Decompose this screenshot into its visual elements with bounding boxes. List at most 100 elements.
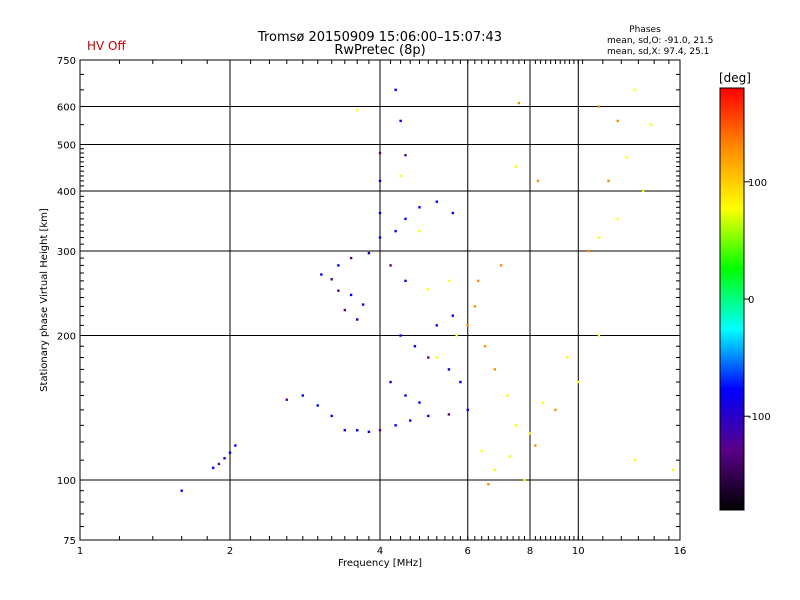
- echo-point-o: [418, 206, 421, 209]
- colorbar: [719, 87, 745, 511]
- echo-point-o: [389, 264, 392, 267]
- echo-point-x: [523, 478, 526, 482]
- echo-point-o: [361, 303, 365, 306]
- echo-point-o: [399, 334, 402, 337]
- echo-point-x: [455, 334, 458, 337]
- y-tick-label: 75: [63, 536, 76, 547]
- echo-point-x: [514, 424, 518, 427]
- x-tick-label: 10: [572, 546, 585, 557]
- echo-point-o: [466, 408, 469, 412]
- echo-point-x: [633, 88, 637, 92]
- echo-point-x: [483, 345, 487, 348]
- hv-status: HV Off: [87, 39, 126, 53]
- echo-point-x: [499, 264, 503, 267]
- echo-point-o: [394, 88, 397, 92]
- colorbar-label: [deg]: [719, 71, 751, 85]
- colorbar-tick-label: 100: [748, 178, 767, 189]
- echo-point-o: [459, 380, 462, 384]
- colorbar-tick-label: -100: [748, 412, 771, 423]
- chart-subtitle: RwPretec (8p): [334, 43, 425, 58]
- echo-point-x: [447, 279, 451, 283]
- echo-point-x: [505, 394, 509, 397]
- colorbar-ticks: -100 0 100: [744, 178, 771, 423]
- echo-point-x: [616, 119, 619, 123]
- echo-point-x: [493, 368, 497, 371]
- y-tick-label: 200: [57, 332, 76, 343]
- echo-point-x: [597, 105, 601, 108]
- x-tick-label: 4: [377, 546, 383, 557]
- echo-point-x: [587, 249, 591, 253]
- echo-point-o: [349, 293, 353, 297]
- echo-point-o: [180, 489, 183, 492]
- x-tick-label: 6: [465, 546, 471, 557]
- echo-point-x: [508, 455, 512, 458]
- phase-stats-title: Phases: [629, 25, 661, 35]
- echo-point-x: [399, 174, 402, 178]
- y-tick-label: 750: [57, 56, 76, 67]
- echo-point-x: [536, 179, 540, 183]
- echo-point-o: [355, 318, 359, 321]
- echo-point-o: [404, 394, 407, 397]
- echo-point-o: [378, 179, 382, 183]
- echo-point-x: [480, 449, 483, 453]
- echo-point-x: [597, 236, 601, 239]
- echo-point-o: [435, 200, 438, 203]
- echo-point-o: [389, 380, 392, 384]
- echo-point-o: [378, 151, 382, 155]
- echo-point-x: [649, 123, 653, 126]
- echo-point-o: [355, 429, 359, 432]
- echo-point-o: [399, 119, 402, 123]
- echo-point-x: [565, 356, 569, 359]
- phase-stats-x: mean, sd,X: 97.4, 25.1: [607, 47, 709, 57]
- echo-point-o: [316, 404, 319, 407]
- x-tick-labels: 1 2 4 6 8 10 16: [77, 546, 687, 557]
- echo-point-o: [330, 278, 333, 281]
- phase-stats-o: mean, sd,O: -91.0, 21.5: [607, 36, 713, 46]
- echo-point-x: [671, 468, 675, 472]
- echo-point-o: [320, 273, 323, 276]
- echo-point-x: [514, 165, 518, 168]
- echo-point-o: [343, 429, 347, 432]
- echo-point-o: [447, 368, 451, 371]
- echo-point-x: [418, 229, 421, 233]
- echo-point-x: [477, 279, 480, 283]
- echo-point-x: [355, 108, 359, 112]
- echo-point-x: [616, 217, 619, 221]
- echo-point-o: [394, 229, 397, 233]
- echo-point-o: [285, 398, 288, 401]
- echo-point-o: [404, 279, 407, 283]
- y-tick-labels: 75 100 200 300 400 500 600 750: [57, 56, 76, 547]
- echo-point-x: [493, 468, 497, 472]
- echo-point-x: [642, 189, 645, 193]
- echo-point-o: [301, 394, 305, 397]
- echo-point-o: [451, 314, 455, 317]
- echo-point-o: [447, 413, 451, 416]
- x-tick-label: 1: [77, 546, 83, 557]
- echo-point-o: [343, 308, 347, 312]
- echo-point-o: [217, 462, 221, 466]
- echo-point-x: [625, 156, 628, 159]
- echo-point-o: [349, 256, 353, 260]
- echo-point-x: [633, 458, 637, 462]
- echo-point-x: [517, 101, 521, 105]
- echo-point-o: [337, 289, 340, 292]
- y-tick-label: 500: [57, 141, 76, 152]
- echo-point-o: [211, 466, 215, 470]
- echo-point-o: [427, 414, 430, 418]
- echo-point-x: [487, 483, 490, 486]
- x-axis-label: Frequency [MHz]: [338, 558, 422, 569]
- echo-point-o: [378, 429, 382, 432]
- echo-point-o: [413, 345, 417, 348]
- y-tick-label: 400: [57, 187, 76, 198]
- echo-point-o: [404, 217, 407, 221]
- echo-point-o: [378, 236, 382, 239]
- chart-title: Tromsø 20150909 15:06:00–15:07:43: [257, 30, 502, 45]
- echo-point-o: [394, 424, 397, 427]
- x-tick-label: 16: [674, 546, 687, 557]
- echo-point-o: [234, 444, 237, 447]
- y-tick-label: 100: [57, 476, 76, 487]
- echo-point-o: [378, 211, 382, 215]
- echo-point-o: [228, 451, 232, 454]
- echo-point-o: [418, 401, 421, 404]
- echo-point-x: [534, 444, 537, 447]
